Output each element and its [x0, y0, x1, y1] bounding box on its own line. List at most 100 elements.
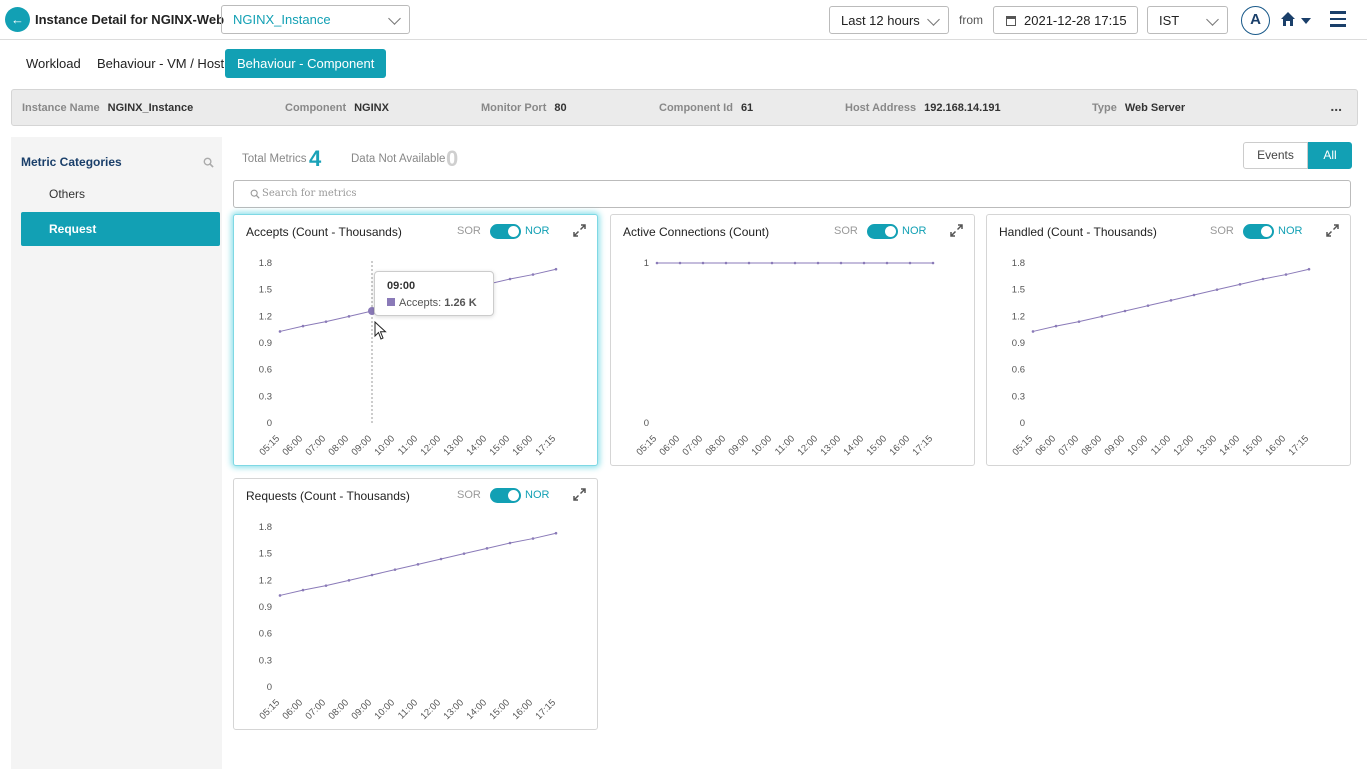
- search-icon: [250, 189, 260, 199]
- y-tick-label: 0.9: [1012, 338, 1025, 349]
- expand-icon[interactable]: [573, 488, 586, 501]
- x-tick-label: 12:00: [419, 697, 444, 722]
- sor-label: SOR: [834, 225, 858, 237]
- info-monitor-port: Monitor Port 80: [481, 102, 567, 114]
- x-tick-label: 06:00: [658, 433, 683, 458]
- x-tick-label: 10:00: [373, 433, 398, 458]
- data-point: [554, 531, 558, 535]
- data-point: [1261, 277, 1265, 281]
- from-date-picker[interactable]: 2021-12-28 17:15: [993, 6, 1138, 34]
- chart-card-active-connections[interactable]: Active Connections (Count) SOR NOR 0 1 05:…: [610, 214, 975, 466]
- sor-label: SOR: [457, 225, 481, 237]
- data-point: [1100, 315, 1104, 318]
- tooltip-row: Accepts: 1.26 K: [387, 297, 477, 309]
- nor-label: NOR: [525, 225, 550, 237]
- timezone-select[interactable]: IST: [1147, 6, 1228, 34]
- data-point: [347, 579, 351, 582]
- data-point: [908, 261, 912, 265]
- sidebar-item-request[interactable]: Request: [21, 212, 220, 246]
- info-component: Component NGINX: [285, 102, 389, 114]
- x-tick-label: 14:00: [1218, 433, 1243, 458]
- data-point: [393, 568, 397, 571]
- x-tick-label: 06:00: [281, 433, 306, 458]
- x-tick-label: 06:00: [281, 697, 306, 722]
- chevron-down-icon: [388, 12, 401, 25]
- data-point: [1192, 293, 1196, 297]
- x-tick-label: 07:00: [681, 433, 706, 458]
- x-tick-label: 17:15: [534, 433, 559, 458]
- from-date-value: 2021-12-28 17:15: [1024, 13, 1127, 28]
- y-tick-label: 0.9: [259, 338, 272, 349]
- x-tick-label: 16:00: [511, 433, 536, 458]
- x-tick-label: 10:00: [373, 697, 398, 722]
- chart-title: Requests (Count - Thousands): [246, 489, 410, 503]
- x-tick-label: 08:00: [327, 433, 352, 458]
- y-tick-label: 1.2: [259, 311, 272, 322]
- y-tick-label: 0.6: [259, 365, 272, 376]
- data-point: [1123, 309, 1127, 313]
- all-filter-button[interactable]: All: [1308, 142, 1352, 169]
- data-point: [324, 320, 328, 323]
- info-instance-name: Instance Name NGINX_Instance: [22, 102, 194, 114]
- data-point: [885, 261, 889, 265]
- x-tick-label: 07:00: [304, 433, 329, 458]
- more-icon[interactable]: ...: [1330, 98, 1342, 114]
- data-not-available-label: Data Not Available: [351, 153, 446, 165]
- metric-search-input[interactable]: Search for metrics: [233, 180, 1351, 208]
- data-point: [770, 261, 774, 265]
- x-tick-label: 15:00: [488, 433, 513, 458]
- back-arrow-icon[interactable]: ←: [5, 7, 30, 32]
- x-tick-label: 17:15: [911, 433, 936, 458]
- sor-nor-toggle[interactable]: [867, 224, 898, 239]
- sor-label: SOR: [457, 489, 481, 501]
- expand-icon[interactable]: [950, 224, 963, 237]
- x-tick-label: 14:00: [465, 433, 490, 458]
- x-tick-label: 12:00: [419, 433, 444, 458]
- tab-workload[interactable]: Workload: [26, 56, 81, 71]
- tab-behaviour-vm-host[interactable]: Behaviour - VM / Host: [97, 56, 225, 71]
- tab-behaviour-component[interactable]: Behaviour - Component: [225, 49, 387, 78]
- line-chart: 0 0.3 0.6 0.9 1.2 1.5 1.8 05:1506:0007:0008:000…: [258, 522, 559, 722]
- events-filter-button[interactable]: Events: [1243, 142, 1308, 169]
- avatar[interactable]: A: [1241, 6, 1270, 35]
- x-tick-label: 15:00: [1241, 433, 1266, 458]
- caret-down-icon[interactable]: [1301, 18, 1311, 24]
- chart-card-requests[interactable]: Requests (Count - Thousands) SOR NOR 0 0.…: [233, 478, 598, 730]
- search-icon[interactable]: [203, 157, 214, 168]
- instance-select[interactable]: NGINX_Instance: [221, 5, 410, 34]
- sor-nor-toggle[interactable]: [490, 488, 521, 503]
- time-range-select[interactable]: Last 12 hours: [829, 6, 949, 34]
- home-icon[interactable]: [1280, 11, 1296, 27]
- data-point: [839, 261, 843, 265]
- expand-icon[interactable]: [1326, 224, 1339, 237]
- data-point: [931, 261, 935, 265]
- y-tick-label: 1.5: [1012, 285, 1025, 296]
- tooltip-value: 1.26 K: [444, 297, 477, 309]
- x-tick-label: 07:00: [1057, 433, 1082, 458]
- expand-icon[interactable]: [573, 224, 586, 237]
- chevron-down-icon: [927, 13, 940, 26]
- data-point: [724, 261, 728, 265]
- data-point: [370, 573, 374, 577]
- info-type: Type Web Server: [1092, 102, 1186, 114]
- timezone-value: IST: [1159, 13, 1180, 28]
- x-tick-label: 09:00: [350, 697, 375, 722]
- time-range-value: Last 12 hours: [841, 13, 920, 28]
- data-point: [301, 588, 305, 592]
- sidebar-item-others[interactable]: Others: [49, 187, 86, 201]
- sor-nor-toggle[interactable]: [490, 224, 521, 239]
- data-point: [278, 594, 282, 597]
- chart-card-accepts[interactable]: Accepts (Count - Thousands) SOR NOR 0 0.3…: [233, 214, 598, 466]
- sor-label: SOR: [1210, 225, 1234, 237]
- hamburger-menu-icon[interactable]: [1330, 11, 1346, 27]
- data-point: [1238, 283, 1242, 286]
- data-point: [1031, 330, 1035, 333]
- sor-nor-toggle[interactable]: [1243, 224, 1274, 239]
- metric-categories-sidebar: Metric Categories Others Request: [11, 137, 222, 769]
- x-tick-label: 05:15: [635, 433, 660, 458]
- x-tick-label: 08:00: [704, 433, 729, 458]
- info-component-id: Component Id 61: [659, 102, 754, 114]
- chart-card-handled[interactable]: Handled (Count - Thousands) SOR NOR 0 0.3…: [986, 214, 1351, 466]
- y-tick-label: 1.8: [259, 258, 272, 269]
- data-point: [1077, 320, 1081, 323]
